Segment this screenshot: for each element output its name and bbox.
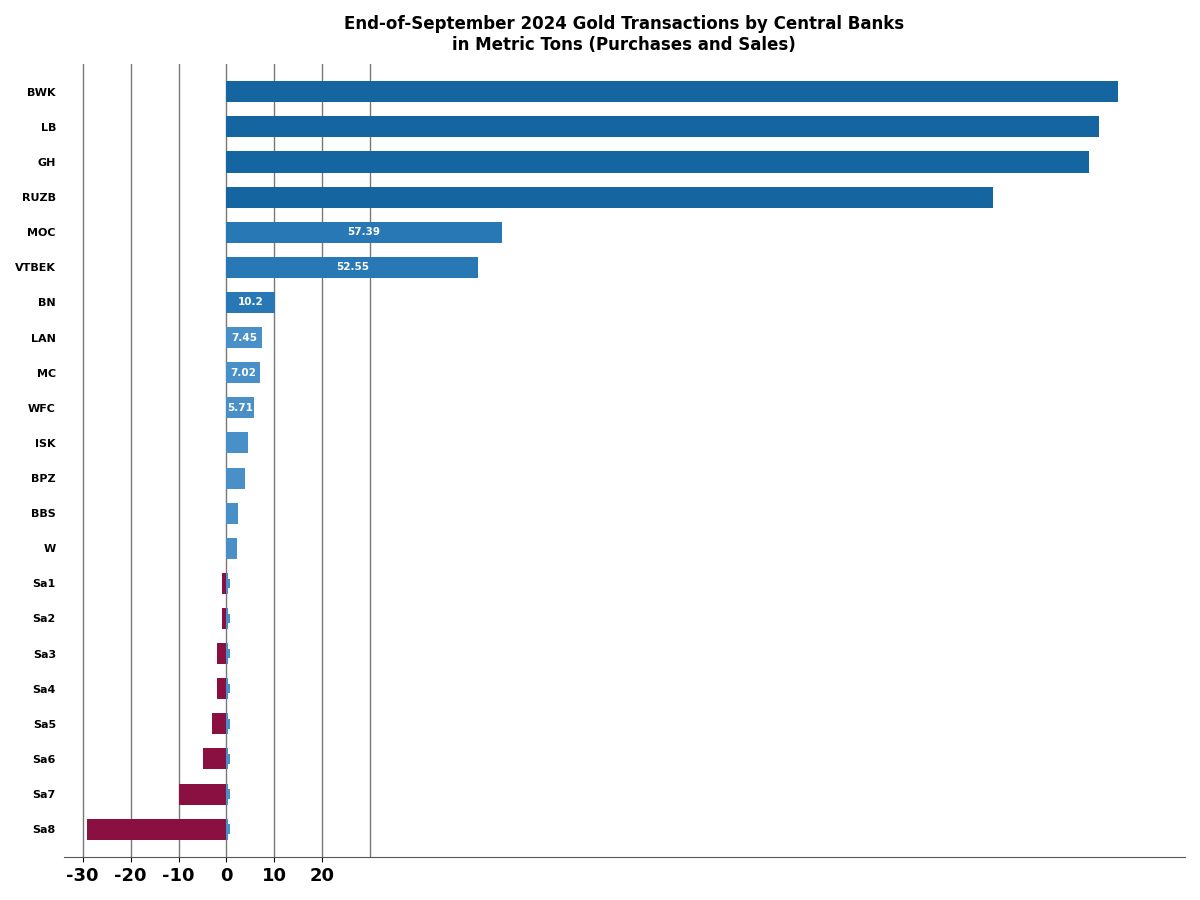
Bar: [227, 608, 228, 629]
Bar: [217, 644, 227, 664]
Bar: [227, 151, 1090, 173]
Bar: [227, 221, 502, 243]
Bar: [212, 714, 227, 734]
Bar: [227, 537, 236, 559]
Bar: [227, 81, 1118, 103]
Text: 57.39: 57.39: [348, 227, 380, 238]
Bar: [227, 327, 262, 348]
Bar: [227, 749, 228, 770]
Text: 7.02: 7.02: [230, 368, 257, 378]
Bar: [227, 824, 230, 834]
Bar: [227, 467, 245, 489]
Bar: [227, 679, 228, 699]
Bar: [227, 292, 275, 313]
Bar: [227, 614, 230, 623]
Bar: [227, 116, 1099, 138]
Bar: [222, 608, 227, 629]
Bar: [227, 397, 254, 418]
Text: 5.71: 5.71: [227, 403, 253, 413]
Bar: [227, 719, 230, 729]
Bar: [227, 502, 238, 524]
Bar: [203, 749, 227, 770]
Bar: [179, 784, 227, 805]
Bar: [227, 784, 228, 805]
Bar: [222, 572, 227, 594]
Bar: [227, 714, 228, 734]
Title: End-of-September 2024 Gold Transactions by Central Banks
in Metric Tons (Purchas: End-of-September 2024 Gold Transactions …: [344, 15, 905, 54]
Bar: [227, 362, 260, 383]
Bar: [227, 572, 228, 594]
Bar: [217, 679, 227, 699]
Bar: [227, 684, 230, 694]
Text: 7.45: 7.45: [232, 333, 257, 343]
Bar: [227, 432, 248, 454]
Text: 52.55: 52.55: [336, 263, 368, 273]
Bar: [227, 644, 228, 664]
Bar: [227, 754, 230, 764]
Text: 10.2: 10.2: [238, 298, 264, 308]
Bar: [227, 819, 228, 840]
Bar: [227, 649, 230, 659]
Bar: [227, 186, 994, 208]
Bar: [227, 789, 230, 799]
Bar: [227, 256, 479, 278]
Bar: [88, 819, 227, 840]
Bar: [227, 579, 230, 588]
